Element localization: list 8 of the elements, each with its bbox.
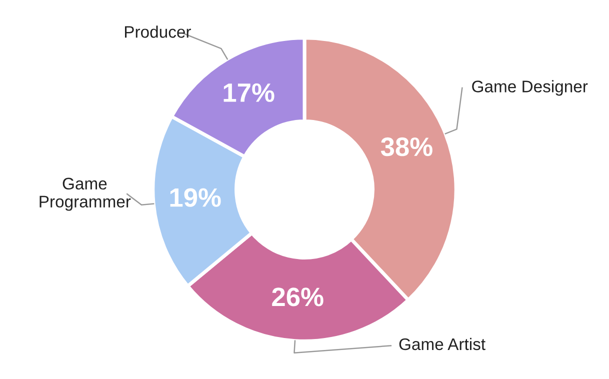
data-label: 17% (224, 83, 274, 102)
slice-label: Game Designer (472, 80, 588, 96)
slice-label: Game Artist (399, 338, 486, 350)
data-label: 26% (272, 288, 324, 306)
slice-label: Producer (125, 26, 191, 38)
data-label: 38% (380, 137, 432, 156)
data-label: 19% (170, 188, 221, 207)
slice-label: Game Programmer (40, 178, 131, 211)
